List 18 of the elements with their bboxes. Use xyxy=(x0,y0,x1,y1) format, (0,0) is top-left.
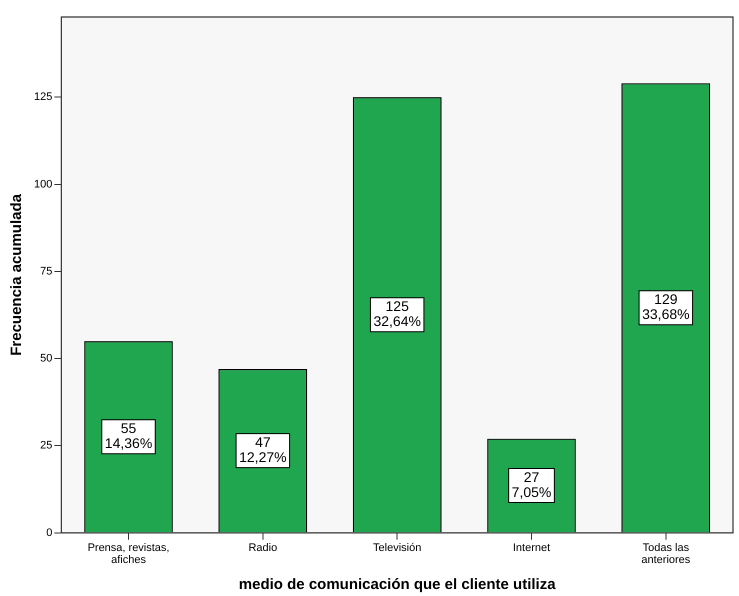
data-label: 47 12,27% xyxy=(239,434,287,466)
y-tick-label: 25 xyxy=(40,440,52,452)
data-label: 125 32,64% xyxy=(373,298,421,330)
y-tick-label: 0 xyxy=(46,526,52,539)
x-tick-label: Internet xyxy=(512,542,550,554)
x-tick-label: Radio xyxy=(248,542,278,554)
y-tick-label: 75 xyxy=(40,265,52,278)
data-label: 129 33,68% xyxy=(642,291,690,322)
x-tick-label: Todas las anteriores xyxy=(641,542,691,566)
data-label: 55 14,36% xyxy=(104,420,152,452)
x-tick-label: Televisión xyxy=(373,542,422,554)
y-tick-label: 125 xyxy=(34,91,52,104)
y-tick-label: 100 xyxy=(34,178,52,190)
data-label: 27 7,05% xyxy=(512,468,552,500)
y-tick-label: 50 xyxy=(40,352,52,365)
x-axis-title: medio de comunicación que el cliente utiliza xyxy=(238,576,556,594)
x-tick-label: Prensa, revistas, afiches xyxy=(88,542,170,566)
y-axis-title: Frecuencia acumulada xyxy=(8,193,26,356)
